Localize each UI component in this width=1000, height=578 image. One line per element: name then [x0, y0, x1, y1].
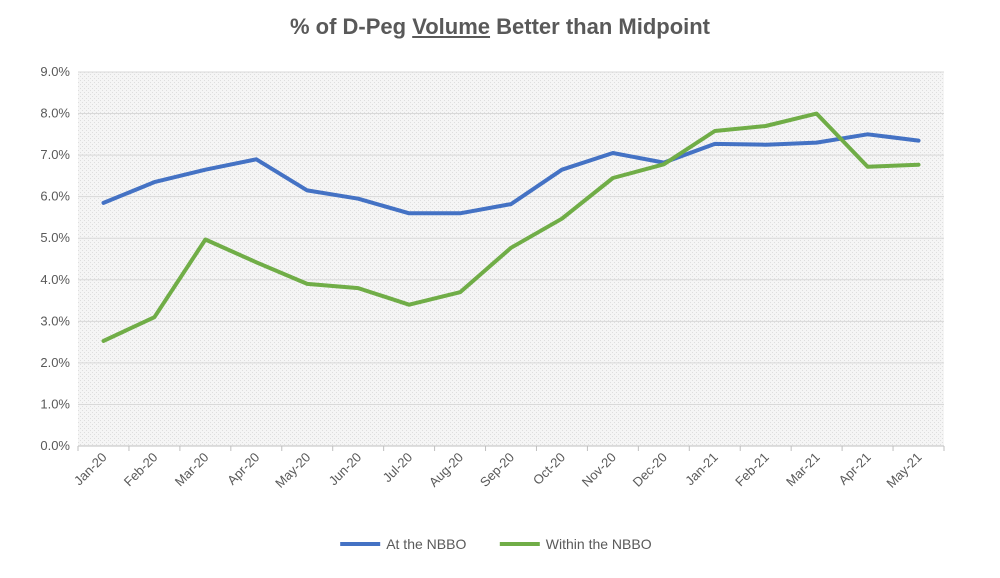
y-tick-label: 2.0% — [40, 355, 70, 370]
series-layer — [101, 111, 921, 343]
x-tick-label: Sep-20 — [477, 450, 517, 490]
y-tick-label: 8.0% — [40, 106, 70, 121]
x-tick-label: Jul-20 — [380, 450, 416, 486]
y-tick-label: 7.0% — [40, 147, 70, 162]
x-tick-label: Jan-21 — [682, 450, 721, 489]
legend-item-1: At the NBBO — [340, 536, 466, 552]
legend-item-2: Within the NBBO — [499, 536, 652, 552]
x-tick-label: Oct-20 — [530, 450, 568, 488]
x-tick-label: Mar-20 — [172, 450, 212, 490]
series-line-1 — [101, 132, 921, 216]
plot-area — [78, 72, 944, 446]
x-tick-label: Dec-20 — [630, 450, 670, 490]
x-tick-label: Apr-21 — [836, 450, 874, 488]
x-tick-label: Feb-21 — [732, 450, 772, 490]
x-tick-label: Mar-21 — [783, 450, 823, 490]
y-tick-label: 9.0% — [40, 64, 70, 79]
x-tick-label: Jan-20 — [71, 450, 110, 489]
x-tick-label: Aug-20 — [426, 450, 466, 490]
x-tick-label: Nov-20 — [579, 450, 619, 490]
y-tick-label: 4.0% — [40, 272, 70, 287]
x-tick-label: Feb-20 — [121, 450, 161, 490]
legend-label: Within the NBBO — [546, 536, 652, 552]
x-tick-label: Jun-20 — [326, 450, 365, 489]
y-tick-label: 0.0% — [40, 438, 70, 453]
y-tick-label: 3.0% — [40, 313, 70, 328]
series-line-2 — [101, 111, 921, 343]
gridlines — [78, 71, 944, 447]
legend-label: At the NBBO — [386, 536, 466, 552]
x-tick-label: May-21 — [883, 450, 924, 491]
x-tick-label: May-20 — [272, 450, 313, 491]
y-tick-label: 1.0% — [40, 396, 70, 411]
y-tick-label: 6.0% — [40, 189, 70, 204]
chart-title: % of D-Peg Volume Better than Midpoint — [0, 14, 1000, 40]
legend: At the NBBO Within the NBBO — [340, 536, 652, 552]
y-tick-label: 5.0% — [40, 230, 70, 245]
title-part-1: % of D-Peg — [289, 14, 413, 39]
x-tick-label: Apr-20 — [224, 450, 262, 488]
title-part-2-underlined: Volume — [412, 14, 491, 39]
title-part-3: Better than Midpoint — [490, 14, 711, 39]
